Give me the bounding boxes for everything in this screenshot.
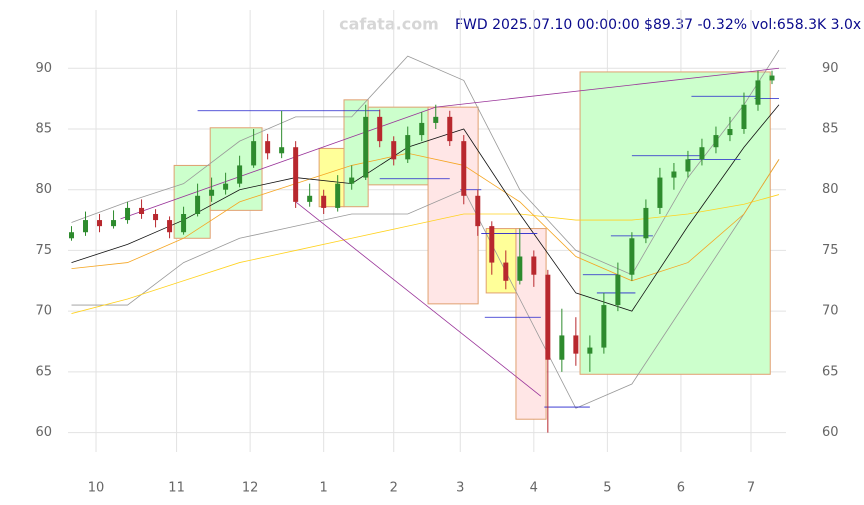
y-tick-label-right: 85 (822, 122, 839, 137)
candle-body (195, 195, 201, 214)
y-tick-label: 80 (35, 182, 52, 197)
overlay-line (71, 104, 780, 312)
y-tick-label-right: 90 (822, 61, 839, 76)
candle-body (293, 147, 299, 202)
x-tick-label: 6 (677, 481, 685, 496)
candle-body (237, 165, 243, 184)
region (579, 71, 771, 375)
candle-body (545, 274, 551, 360)
x-tick-label: 5 (603, 481, 611, 496)
candle-body (559, 335, 565, 360)
candle-body (713, 135, 719, 148)
candle-body (69, 232, 75, 239)
candle-body (447, 116, 453, 142)
candle-body (223, 183, 229, 190)
candle-body (307, 195, 313, 202)
candle-body (363, 116, 369, 178)
y-tick-label-right: 75 (822, 243, 839, 258)
candle-body (671, 171, 677, 178)
candle-body (265, 141, 271, 154)
candle-body (601, 305, 607, 348)
candle-body (97, 220, 103, 227)
x-tick-label: 4 (530, 481, 538, 496)
overlay-line (71, 152, 780, 282)
y-tick-label: 75 (35, 243, 52, 258)
candle-body (433, 116, 439, 123)
candle-body (615, 274, 621, 306)
candle-body (489, 226, 495, 263)
candle-body (769, 75, 775, 81)
candle-body (643, 207, 649, 239)
x-tick-label: 10 (88, 481, 105, 496)
overlay-line (71, 49, 780, 276)
candle-body (125, 207, 131, 221)
candle-body (503, 262, 509, 281)
candle-body (349, 177, 355, 184)
candle-body (699, 147, 705, 160)
candle-body (727, 129, 733, 136)
candle-body (83, 220, 89, 233)
candle-body (741, 104, 747, 129)
candle-body (629, 238, 635, 275)
candle-body (377, 116, 383, 142)
trend-line (295, 201, 542, 397)
x-tick-label: 2 (390, 481, 398, 496)
y-tick-label-right: 65 (822, 364, 839, 379)
candle-body (181, 214, 187, 233)
overlay-line (71, 159, 780, 409)
watermark: cafata.com (339, 15, 439, 34)
y-tick-label: 60 (35, 425, 52, 440)
candle-body (685, 159, 691, 172)
candle-body (475, 195, 481, 227)
candle-body (111, 220, 117, 227)
candle-body (335, 183, 341, 208)
y-tick-label: 85 (35, 122, 52, 137)
x-tick-label: 1 (320, 481, 328, 496)
x-tick-label: 7 (747, 481, 755, 496)
y-tick-label-right: 70 (822, 304, 839, 319)
region (427, 106, 479, 305)
y-tick-label: 65 (35, 364, 52, 379)
candle-body (279, 147, 285, 154)
candle-body (391, 141, 397, 160)
y-tick-label: 70 (35, 304, 52, 319)
candle-body (587, 347, 593, 354)
y-tick-label-right: 60 (822, 425, 839, 440)
candle-body (755, 80, 761, 105)
region (209, 127, 263, 211)
candle-body (657, 177, 663, 208)
overlay-line (71, 194, 780, 314)
candle-body (517, 256, 523, 281)
candle-body (167, 220, 173, 233)
candle-body (153, 214, 159, 221)
x-tick-label: 12 (242, 481, 259, 496)
y-tick-label: 90 (35, 61, 52, 76)
candle-body (461, 141, 467, 196)
candle-body (321, 195, 327, 208)
x-tick-label: 11 (168, 481, 185, 496)
candle-body (531, 256, 537, 275)
chart-title: FWD 2025.07.10 00:00:00 $89.37 -0.32% vo… (455, 17, 861, 33)
candle-body (251, 141, 257, 166)
region (173, 164, 211, 239)
candle-body (209, 189, 215, 196)
candle-body (139, 207, 145, 214)
candle-body (573, 335, 579, 354)
x-tick-label: 3 (456, 481, 464, 496)
candle-body (405, 135, 411, 160)
candle-body (419, 122, 425, 136)
y-tick-label-right: 80 (822, 182, 839, 197)
